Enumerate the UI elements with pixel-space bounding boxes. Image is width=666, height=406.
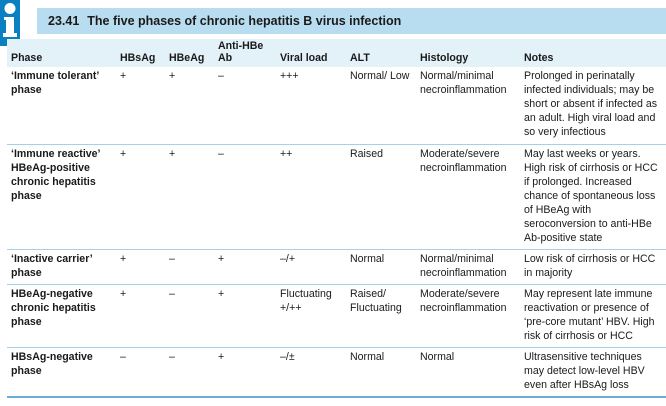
box-title-bar: 23.41 The five phases of chronic hepatit…	[37, 8, 666, 34]
cell-phase: HBeAg-negative chronic hepatitis phase	[11, 287, 96, 328]
header-anti-hbe: Anti-HBe Ab	[218, 40, 264, 64]
info-i-icon	[0, 0, 20, 46]
cell-viral-load: ++	[280, 147, 293, 160]
cell-phase: ‘Immune tolerant’ phase	[11, 70, 99, 96]
cell-phase: HBsAg-negative phase	[11, 350, 93, 377]
cell-viral-load: –/+	[280, 252, 296, 265]
table-row: ‘Immune reactive’ HBeAg-positive chronic…	[7, 144, 666, 249]
header-notes: Notes	[524, 52, 554, 64]
cell-hbeag: –	[169, 252, 175, 265]
header-alt: ALT	[350, 52, 370, 64]
cell-anti-hbe: +	[218, 252, 225, 265]
header-hbeag: HBeAg	[169, 52, 205, 64]
cell-hbeag: –	[169, 350, 175, 363]
cell-alt: Normal/ Low	[350, 70, 410, 82]
table-row: ‘Inactive carrier’ phase + – + –/+ Norma…	[7, 249, 666, 284]
cell-viral-load: +++	[280, 70, 299, 82]
cell-histology: Moderate/severe necroinflammation	[420, 287, 507, 314]
cell-histology: Normal/minimal necroinflammation	[420, 70, 507, 96]
cell-hbsag: +	[120, 252, 127, 265]
cell-notes: May last weeks or years. High risk of ci…	[524, 147, 658, 244]
table-row: HBeAg-negative chronic hepatitis phase +…	[7, 284, 666, 347]
cell-notes: May represent late immune reactivation o…	[524, 287, 655, 342]
cell-notes: Ultrasensitive techniques may detect low…	[524, 350, 645, 391]
header-hbsag: HBsAg	[120, 52, 156, 64]
table-row: HBsAg-negative phase – – + –/± Normal No…	[7, 347, 666, 397]
cell-notes: Low risk of cirrhosis or HCC in majority	[524, 252, 656, 279]
cell-anti-hbe: –	[218, 70, 224, 82]
box-number: 23.41	[48, 14, 80, 28]
table-header-row: Phase HBsAg HBeAg Anti-HBe Ab Viral load…	[7, 39, 666, 67]
cell-hbeag: –	[169, 287, 175, 300]
cell-viral-load: –/±	[280, 350, 295, 363]
cell-alt: Raised	[350, 147, 383, 160]
cell-notes: Prolonged in perinatally infected indivi…	[524, 70, 658, 138]
box-title: The five phases of chronic hepatitis B v…	[87, 14, 402, 28]
cell-viral-load: Fluctuating +/++	[280, 287, 332, 314]
cell-histology: Normal	[420, 350, 455, 363]
cell-phase: ‘Immune reactive’ HBeAg-positive chronic…	[11, 147, 100, 202]
hepatitis-phases-table: Phase HBsAg HBeAg Anti-HBe Ab Viral load…	[7, 39, 666, 398]
cell-hbsag: +	[120, 147, 127, 160]
cell-hbsag: –	[120, 350, 126, 363]
cell-alt: Normal	[350, 252, 385, 265]
cell-histology: Moderate/severe necroinflammation	[420, 147, 507, 174]
cell-histology: Normal/minimal necroinflammation	[420, 252, 507, 279]
cell-hbsag: +	[120, 70, 127, 82]
cell-alt: Normal	[350, 350, 385, 363]
cell-anti-hbe: –	[218, 147, 224, 160]
header-phase: Phase	[11, 52, 43, 64]
header-histology: Histology	[420, 52, 469, 64]
cell-alt: Raised/ Fluctuating	[350, 287, 402, 314]
cell-hbeag: +	[169, 70, 176, 82]
cell-anti-hbe: +	[218, 350, 225, 363]
cell-anti-hbe: +	[218, 287, 225, 300]
header-viral-load: Viral load	[280, 52, 328, 64]
table-row: ‘Immune tolerant’ phase + + – +++ Normal…	[7, 67, 666, 144]
cell-phase: ‘Inactive carrier’ phase	[11, 252, 93, 279]
cell-hbeag: +	[169, 147, 176, 160]
cell-hbsag: +	[120, 287, 127, 300]
